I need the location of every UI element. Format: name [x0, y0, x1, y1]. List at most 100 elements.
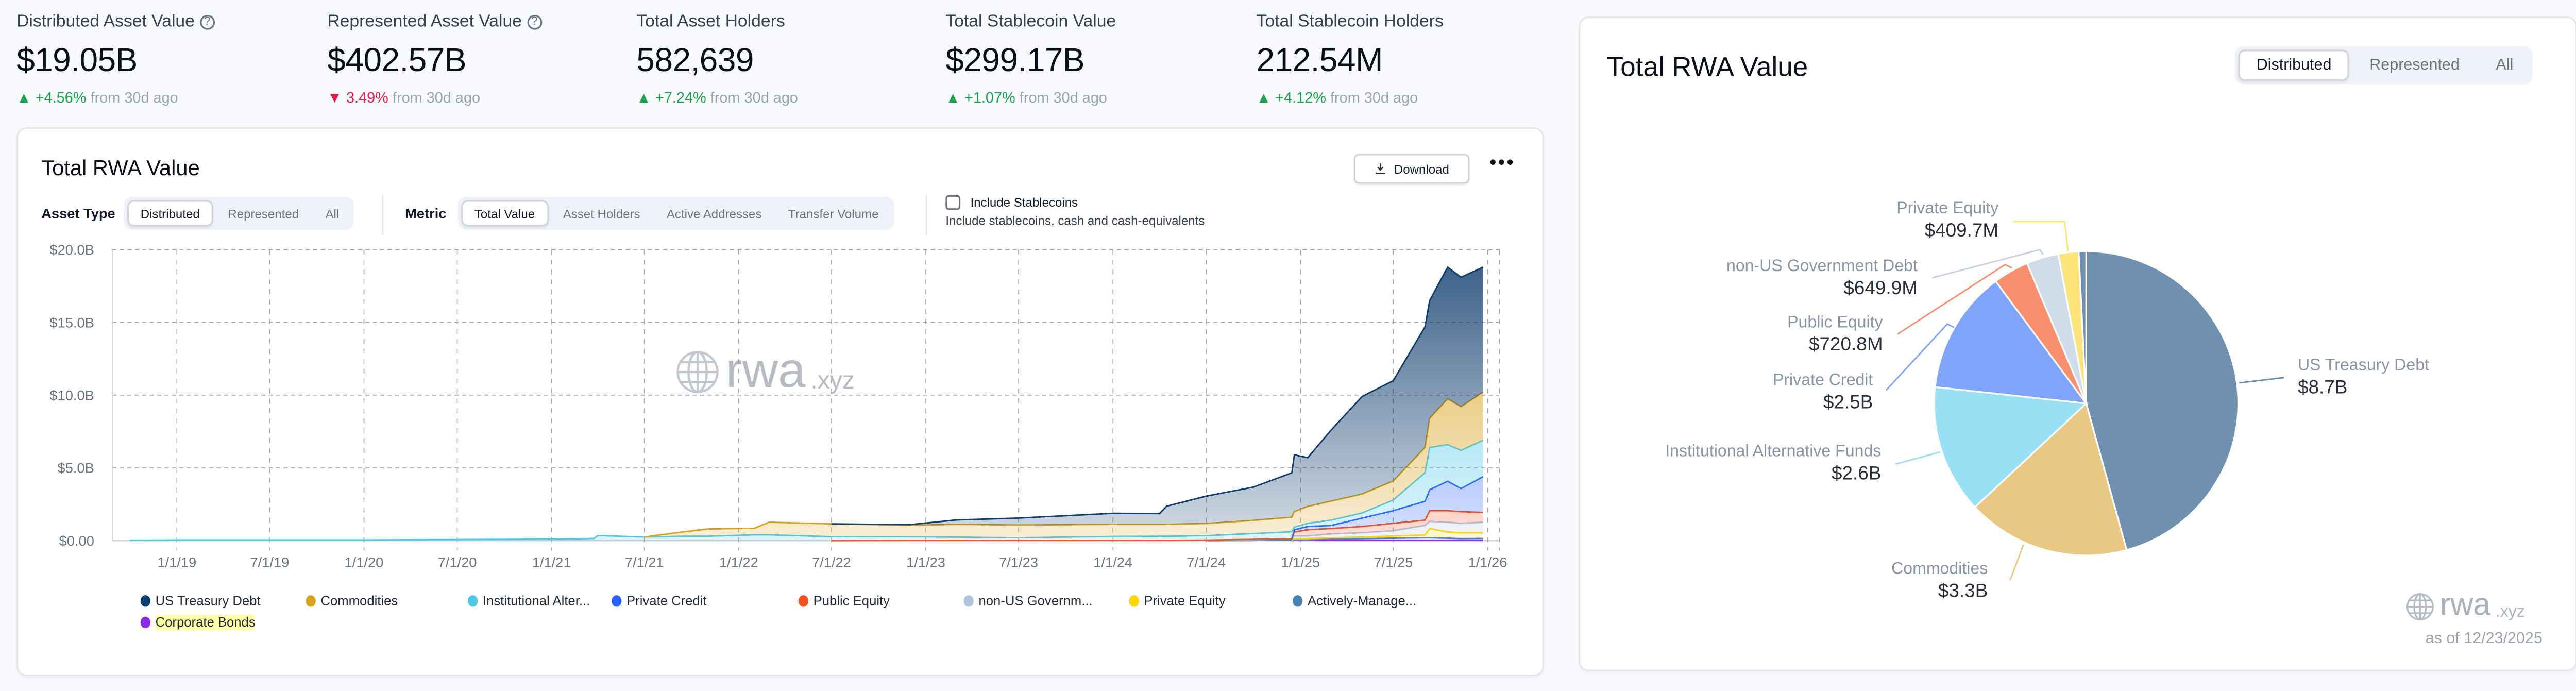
legend-label: Actively-Manage... [1308, 593, 1417, 609]
kpi-delta-suffix: from 30d ago [710, 89, 799, 106]
pie-leader-lines [1885, 221, 2284, 581]
pie-label-value: $3.3B [1938, 582, 1988, 602]
kpi-delta-value: +7.24% [655, 89, 706, 106]
kpi-delta: ▲ +1.07% from 30d ago [945, 89, 1243, 106]
legend-item[interactable]: Private Credit [612, 593, 707, 609]
legend-label: Corporate Bonds [155, 615, 256, 630]
legend-item[interactable]: non-US Governm... [963, 593, 1093, 609]
pie-label-value: $2.5B [1823, 393, 1873, 414]
kpi-delta: ▲ +4.56% from 30d ago [16, 89, 314, 106]
kpi-card: Total Stablecoin Holders 212.54M ▲ +4.12% … [1257, 10, 1554, 106]
pie-slice[interactable] [2077, 250, 2087, 403]
kpi-label-text: Distributed Asset Value [16, 11, 195, 31]
legend-dot [140, 616, 150, 629]
y-tick-label: $5.0B [57, 459, 94, 476]
pie-label-name: Public Equity [1787, 314, 1883, 332]
legend-label: Public Equity [813, 593, 890, 609]
option-distributed[interactable]: Distributed [2238, 49, 2350, 81]
asset-type-label: Asset Type [41, 205, 115, 222]
arrow-up-icon: ▲ [945, 89, 964, 106]
pie-chart [1933, 250, 2240, 557]
option-represented[interactable]: Represented [228, 206, 299, 221]
kpi-value: 582,639 [636, 43, 754, 80]
option-all[interactable]: All [2496, 56, 2514, 75]
kpi-delta-value: 3.49% [346, 89, 388, 106]
legend-item[interactable]: Institutional Alter... [468, 594, 590, 609]
x-tick-label: 1/1/22 [719, 553, 758, 570]
x-tick-label: 7/1/20 [437, 553, 477, 570]
legend-item[interactable]: Commodities [306, 594, 398, 609]
area-band-us-treasury-debt [129, 267, 1483, 541]
legend-dot [963, 595, 974, 607]
option-asset-holders[interactable]: Asset Holders [563, 206, 640, 221]
pie-label-value: $649.9M [1843, 279, 1918, 299]
x-tick-label: 7/1/21 [624, 553, 664, 570]
kpi-label: Distributed Asset Value? [16, 10, 314, 33]
more-horizontal-icon[interactable]: ••• [1489, 150, 1516, 174]
pie-label-name: non-US Government Debt [1726, 258, 1918, 276]
include-stablecoins-checkbox[interactable] [945, 195, 961, 210]
legend-item[interactable]: Private Equity [1129, 594, 1226, 609]
kpi-delta-value: +1.07% [964, 89, 1015, 106]
legend-dot [140, 595, 150, 607]
x-tick-label: 7/1/24 [1187, 553, 1226, 570]
leader-line [2009, 544, 2024, 581]
legend-label: Private Credit [626, 593, 707, 609]
kpi-delta-suffix: from 30d ago [90, 89, 178, 106]
x-tick-label: 7/1/23 [999, 553, 1038, 570]
series-line-us-treasury-debt [831, 266, 1484, 526]
leader-line [1885, 323, 1955, 391]
download-button[interactable]: Download [1353, 154, 1470, 184]
arrow-up-icon: ▲ [1256, 89, 1276, 106]
divider [925, 195, 928, 235]
pie-slice-private-credit[interactable] [1934, 280, 2088, 405]
x-tick-label: 7/1/22 [811, 553, 851, 570]
option-distributed[interactable]: Distributed [127, 200, 213, 227]
help-icon[interactable]: ? [199, 14, 215, 29]
legend-label: non-US Governm... [978, 593, 1093, 609]
pie-label-value: $2.6B [1831, 464, 1882, 485]
kpi-label-text: Total Asset Holders [636, 11, 785, 31]
option-represented[interactable]: Represented [2369, 56, 2460, 75]
legend-item[interactable]: Corporate Bonds [140, 615, 256, 630]
kpi-delta-value: +4.12% [1275, 89, 1326, 106]
divider [382, 195, 384, 235]
x-tick-label: 7/1/25 [1374, 553, 1413, 570]
option-all[interactable]: All [325, 206, 340, 221]
globe-icon [676, 351, 719, 393]
kpi-card: Total Stablecoin Value $299.17B ▲ +1.07% f… [945, 10, 1243, 106]
option-transfer-volume[interactable]: Transfer Volume [788, 206, 879, 221]
kpi-label-text: Total Stablecoin Holders [1256, 11, 1444, 31]
kpi-delta: ▲ +7.24% from 30d ago [636, 89, 934, 106]
pie-label-name: Commodities [1891, 560, 1988, 579]
pie-slice-institutional-alternative-funds[interactable] [1933, 386, 2088, 509]
x-tick-label: 1/1/21 [532, 553, 571, 570]
pie-label-name: Private Credit [1772, 372, 1873, 391]
leader-line [2239, 377, 2284, 384]
include-stablecoins-description: Include stablecoins, cash and cash-equiv… [945, 213, 1205, 228]
help-icon[interactable]: ? [527, 14, 542, 29]
kpi-value: 212.54M [1256, 43, 1383, 80]
kpi-label-text: Total Stablecoin Value [945, 11, 1116, 31]
leader-line [1932, 248, 2044, 279]
kpi-delta: ▲ +4.12% from 30d ago [1257, 89, 1554, 106]
pie-slice-us-treasury-debt[interactable] [2085, 250, 2240, 551]
download-icon [1376, 163, 1386, 174]
legend-item[interactable]: Actively-Manage... [1293, 594, 1416, 609]
kpi-delta-suffix: from 30d ago [1019, 89, 1108, 106]
leader-line [1897, 263, 2012, 335]
kpi-label: Represented Asset Value? [327, 10, 625, 33]
kpi-card: Represented Asset Value? $402.57B ▼ 3.49% … [327, 10, 625, 106]
rwa-value-chart-card: Total RWA Value Download ••• Asset Type … [16, 127, 1544, 677]
legend-dot [1293, 595, 1303, 607]
legend-item[interactable]: Public Equity [798, 593, 890, 609]
pie-slice-commodities[interactable] [1974, 401, 2128, 557]
option-active-addresses[interactable]: Active Addresses [666, 206, 762, 221]
stacked-area-chart [112, 249, 1500, 551]
kpi-value: $19.05B [16, 43, 138, 80]
kpi-delta-value: +4.56% [35, 89, 87, 106]
option-total-value[interactable]: Total Value [461, 200, 548, 227]
legend-item[interactable]: US Treasury Debt [140, 594, 261, 609]
legend-dot [468, 595, 478, 607]
